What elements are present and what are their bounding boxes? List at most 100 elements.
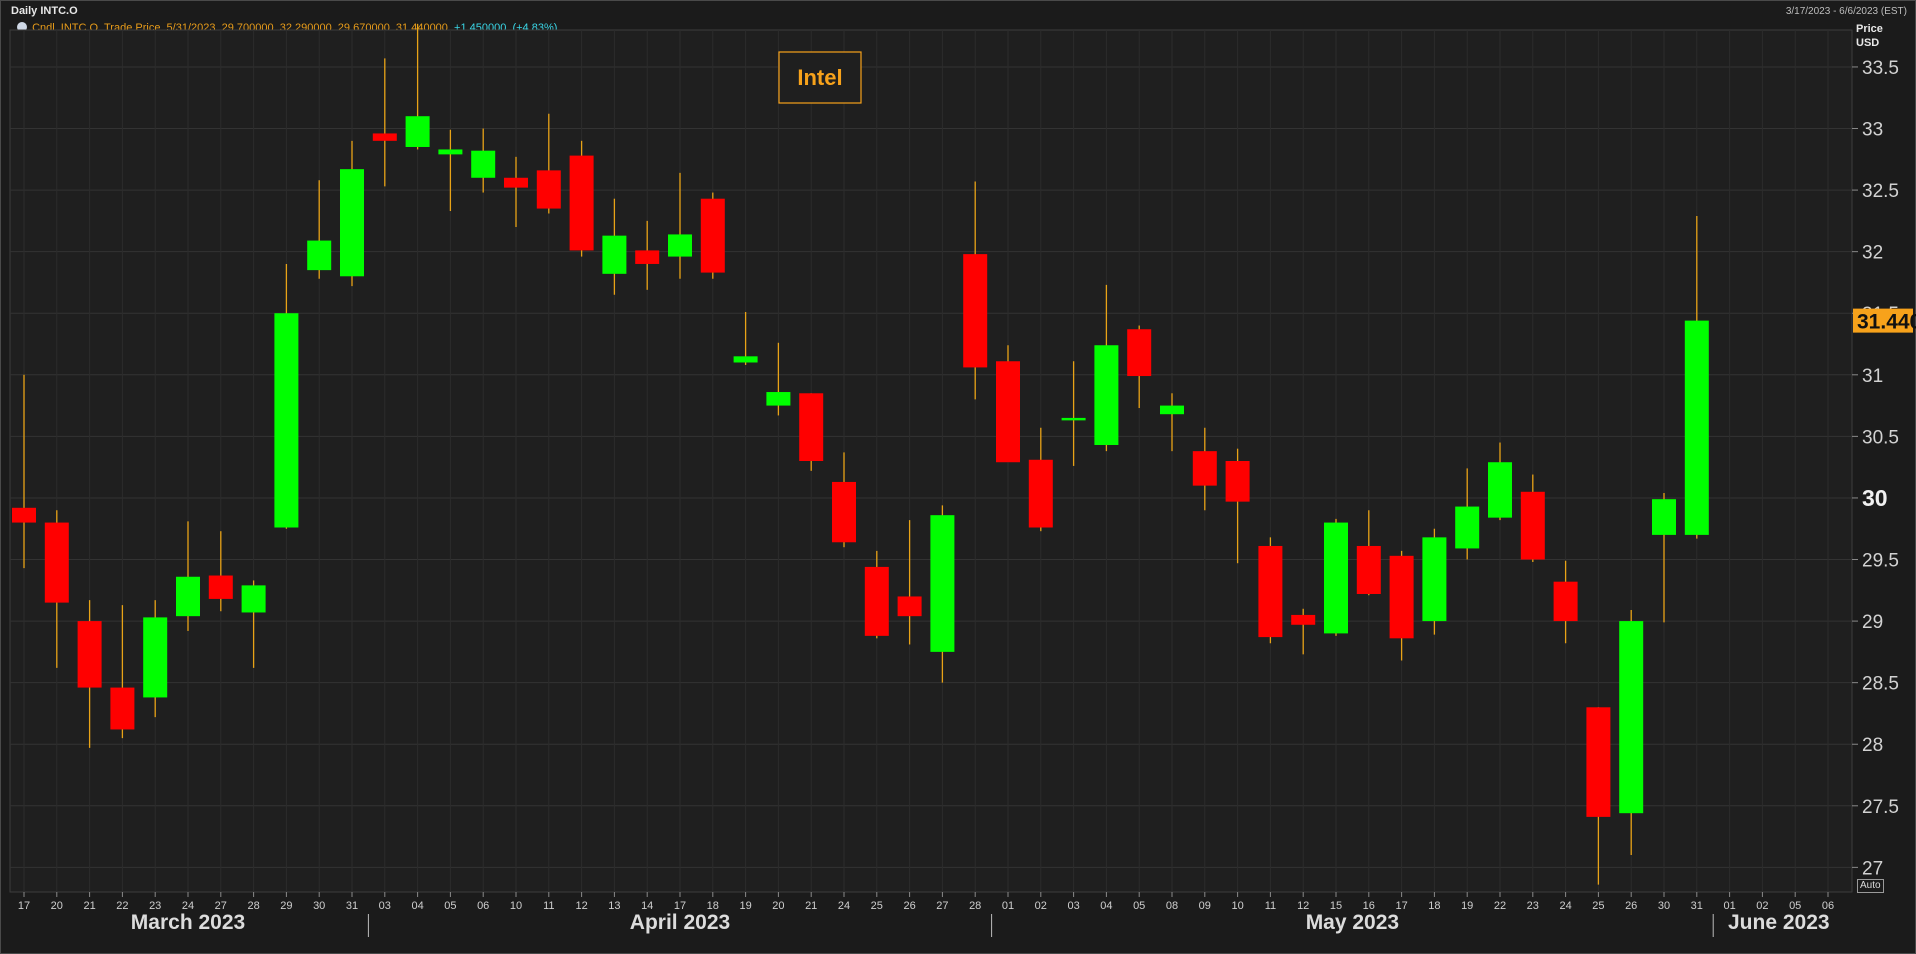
- x-tick-label: 30: [313, 900, 325, 912]
- x-tick-label: 05: [444, 900, 456, 912]
- candle: [1422, 528, 1447, 635]
- candle: [1094, 284, 1119, 452]
- annotation-box: [778, 51, 862, 104]
- y-tick-label: 29.5: [1862, 551, 1899, 572]
- y-tick-label: 29: [1862, 612, 1883, 633]
- auto-scale-button[interactable]: Auto: [1857, 879, 1884, 893]
- candle-body: [1586, 707, 1611, 817]
- candle-body: [1652, 499, 1676, 535]
- x-tick-label: 18: [1428, 900, 1440, 912]
- y-tick-label: 32.5: [1862, 181, 1899, 202]
- candle-body: [143, 617, 168, 698]
- candle: [897, 520, 922, 645]
- x-tick-label: 02: [1756, 900, 1768, 912]
- candle-body: [1520, 491, 1545, 560]
- candle: [504, 156, 528, 228]
- x-tick-label: 06: [1822, 900, 1834, 912]
- x-tick-label: 05: [1133, 900, 1145, 912]
- candle-body: [1684, 320, 1709, 535]
- candle-body: [438, 149, 463, 155]
- candle: [668, 172, 692, 279]
- candle: [1520, 474, 1545, 562]
- x-tick-label: 22: [116, 900, 128, 912]
- candle-body: [340, 169, 364, 277]
- x-tick-label: 27: [936, 900, 948, 912]
- candle: [110, 605, 135, 739]
- candle-body: [1061, 417, 1086, 421]
- candle-body: [241, 585, 266, 613]
- date-range: 3/17/2023 - 6/6/2023 (EST): [1785, 6, 1907, 17]
- x-tick-label: 15: [1330, 900, 1342, 912]
- candle: [1225, 448, 1250, 564]
- x-tick-label: 12: [575, 900, 587, 912]
- candle-body: [1619, 621, 1644, 814]
- x-tick-label: 12: [1297, 900, 1309, 912]
- candle-body: [208, 575, 233, 599]
- x-tick-label: 10: [1231, 900, 1243, 912]
- y-tick-label: 27: [1862, 858, 1883, 879]
- candle: [1291, 608, 1316, 655]
- candle-body: [635, 250, 660, 264]
- candle-body: [1488, 462, 1512, 518]
- candle: [700, 192, 725, 279]
- candle: [1455, 468, 1480, 560]
- candle-body: [1422, 537, 1447, 622]
- candle: [635, 220, 660, 290]
- x-tick-label: 20: [51, 900, 63, 912]
- candle-body: [1291, 614, 1316, 625]
- candle: [143, 600, 168, 718]
- candle-body: [405, 116, 430, 147]
- candle: [12, 374, 36, 569]
- candle-body: [504, 177, 528, 188]
- x-tick-label: 23: [1527, 900, 1539, 912]
- candle: [766, 342, 791, 416]
- candle: [471, 128, 496, 193]
- candle: [1192, 427, 1217, 511]
- x-tick-label: 01: [1002, 900, 1014, 912]
- candle: [1061, 361, 1086, 466]
- x-tick-label: 04: [1100, 900, 1112, 912]
- candle-body: [766, 392, 791, 406]
- x-tick-label: 25: [1592, 900, 1604, 912]
- candles: [12, 23, 1709, 885]
- candle: [1160, 393, 1184, 452]
- x-tick-label: 11: [543, 900, 554, 912]
- x-tick-label: 22: [1494, 900, 1506, 912]
- candle: [241, 580, 266, 668]
- y-tick-label: 32: [1862, 243, 1883, 264]
- candle-body: [110, 687, 135, 730]
- x-tick-label: 10: [510, 900, 522, 912]
- x-tick-label: 17: [18, 900, 30, 912]
- month-label: April 2023: [630, 911, 730, 934]
- x-tick-label: 01: [1723, 900, 1735, 912]
- candle: [438, 129, 463, 212]
- candle-body: [274, 313, 299, 528]
- x-tick-label: 20: [772, 900, 784, 912]
- y-tick-label: 33: [1862, 120, 1883, 141]
- candle: [372, 58, 397, 187]
- candle-body: [471, 150, 496, 178]
- y-tick-label: 30: [1862, 485, 1888, 511]
- candle-body: [963, 254, 988, 368]
- candle: [996, 345, 1020, 463]
- candle-body: [1127, 329, 1152, 377]
- x-tick-label: 03: [379, 900, 391, 912]
- candle-body: [864, 566, 889, 636]
- candle: [1356, 510, 1381, 596]
- x-tick-label: 24: [182, 900, 194, 912]
- x-tick-label: 28: [247, 900, 259, 912]
- legend-dot-icon[interactable]: [17, 22, 27, 32]
- month-label: May 2023: [1306, 911, 1399, 934]
- last-price-label: 31.440: [1857, 311, 1916, 334]
- candle: [405, 23, 430, 150]
- x-tick-label: 05: [1789, 900, 1801, 912]
- candle: [1389, 550, 1414, 661]
- x-tick-label: 04: [411, 900, 423, 912]
- candle-body: [733, 356, 758, 363]
- candle-body: [1553, 581, 1578, 622]
- candle: [208, 531, 233, 612]
- candle: [1553, 560, 1578, 644]
- candle: [340, 140, 364, 287]
- candle: [1586, 707, 1611, 885]
